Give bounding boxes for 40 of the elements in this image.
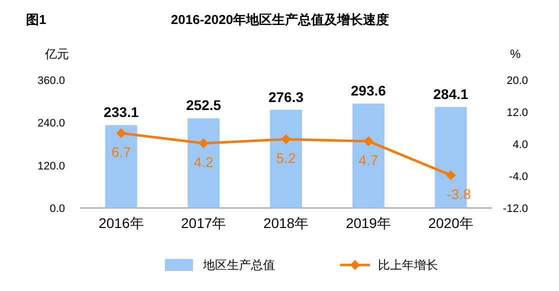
y2-axis-title: %	[510, 47, 521, 61]
x-tick-label: 2018年	[263, 215, 309, 231]
point	[281, 134, 291, 144]
data-label: 233.1	[104, 104, 139, 120]
y-tick-label: 360.0	[37, 75, 65, 87]
data-label: 4.2	[194, 154, 214, 170]
data-label: 293.6	[350, 82, 386, 99]
data-label: -3.8	[446, 186, 472, 202]
legend-label: 比上年增长	[378, 258, 438, 272]
x-tick-label: 2017年	[181, 215, 226, 231]
data-label: 6.7	[111, 144, 132, 160]
data-label: 284.1	[433, 86, 469, 102]
point	[198, 138, 209, 148]
y2-tick-label: -12.0	[502, 203, 528, 215]
point	[363, 136, 374, 146]
chart-title: 2016-2020年地区生产总值及增长速度	[170, 12, 390, 27]
y2-tick-label: -4.0	[509, 171, 528, 183]
x-tick-label: 2020年	[428, 215, 474, 231]
data-label: 5.2	[276, 150, 296, 166]
y-axis-title: 亿元	[44, 47, 69, 61]
y-tick-label: 0.0	[50, 203, 65, 215]
y2-tick-label: 12.0	[506, 107, 528, 119]
y-tick-label: 240.0	[37, 118, 65, 130]
data-label: 252.5	[186, 97, 222, 114]
caption: 图1	[26, 12, 46, 27]
data-label: 276.3	[268, 88, 304, 105]
y2-tick-label: 20.0	[506, 75, 528, 87]
point	[446, 170, 456, 180]
bar	[352, 104, 384, 208]
比上年增长: 6.7 4.2 5.2 4.7 -3.8	[111, 128, 471, 202]
y-tick-label: 120.0	[37, 160, 65, 172]
point	[116, 128, 126, 138]
data-label: 4.7	[358, 152, 378, 168]
bar	[188, 118, 220, 208]
legend-label: 地区生产总值	[202, 258, 275, 272]
bar	[270, 110, 302, 208]
y2-tick-label: 4.0	[512, 139, 528, 151]
bar	[105, 125, 138, 208]
x-tick-label: 2016年	[98, 215, 144, 231]
x-tick-label: 2019年	[346, 215, 391, 231]
